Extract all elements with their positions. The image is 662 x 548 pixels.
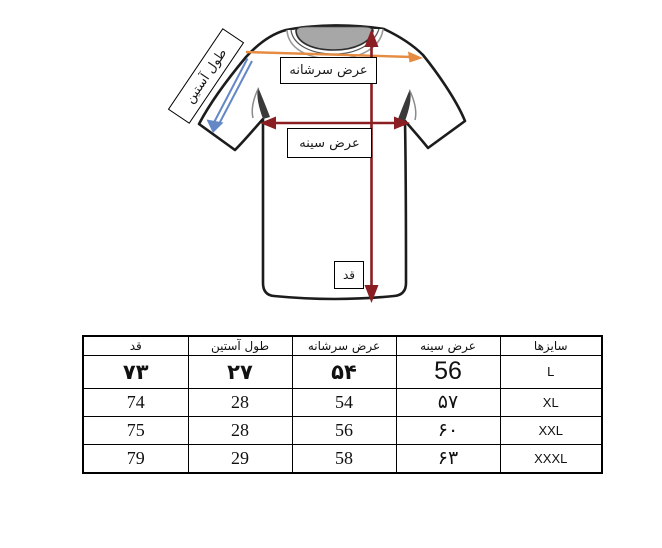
shoulder-width-arrow bbox=[245, 50, 423, 63]
size-table: قد طول آستین عرض سرشانه عرض سینه سایزها … bbox=[82, 335, 603, 474]
label-shoulder-width: عرض سرشانه bbox=[280, 57, 377, 84]
sleeve-value: 28 bbox=[187, 387, 293, 417]
shoulder-value: ۵۴ bbox=[291, 354, 397, 389]
chest-width-arrow bbox=[260, 116, 410, 130]
height-value: 75 bbox=[82, 415, 189, 445]
height-value: 74 bbox=[82, 387, 189, 417]
sleeve-value: 28 bbox=[187, 415, 293, 445]
shoulder-value: 56 bbox=[291, 415, 397, 445]
column-header-height: قد bbox=[82, 335, 189, 356]
column-header-sizes: سایزها bbox=[499, 335, 603, 356]
label-length: قد bbox=[334, 261, 364, 289]
column-header-sleeve: طول آستین bbox=[187, 335, 293, 356]
sleeve-value: ۲۷ bbox=[187, 354, 293, 389]
chest-value: ۶۰ bbox=[395, 415, 501, 445]
left-armpit-crease bbox=[257, 87, 270, 119]
table-header-row: قد طول آستین عرض سرشانه عرض سینه سایزها bbox=[82, 335, 603, 356]
size-label: XXXL bbox=[499, 443, 603, 474]
table-row: 74 28 54 ۵۷ XL bbox=[82, 387, 603, 417]
size-label: L bbox=[499, 354, 603, 389]
shoulder-value: 54 bbox=[291, 387, 397, 417]
sleeve-length-arrow bbox=[206, 58, 253, 133]
collar bbox=[286, 25, 384, 60]
height-value: ۷۳ bbox=[82, 354, 189, 389]
table-row: ۷۳ ۲۷ ۵۴ 56 L bbox=[82, 354, 603, 389]
table-row: 75 28 56 ۶۰ XXL bbox=[82, 415, 603, 445]
table-row: 79 29 58 ۶۳ XXXL bbox=[82, 443, 603, 474]
shoulder-value: 58 bbox=[291, 443, 397, 474]
size-label: XL bbox=[499, 387, 603, 417]
chest-value: ۵۷ bbox=[395, 387, 501, 417]
tshirt-outline bbox=[197, 24, 467, 301]
right-armpit-crease bbox=[398, 89, 411, 121]
chest-value: ۶۳ bbox=[395, 443, 501, 474]
length-arrow bbox=[364, 29, 379, 303]
size-label: XXL bbox=[499, 415, 603, 445]
height-value: 79 bbox=[82, 443, 189, 474]
tshirt-illustration bbox=[197, 24, 467, 303]
label-chest-width: عرض سینه bbox=[287, 128, 372, 158]
chest-value: 56 bbox=[395, 354, 501, 389]
column-header-shoulder: عرض سرشانه bbox=[291, 335, 397, 356]
column-header-chest: عرض سینه bbox=[395, 335, 501, 356]
sleeve-value: 29 bbox=[187, 443, 293, 474]
